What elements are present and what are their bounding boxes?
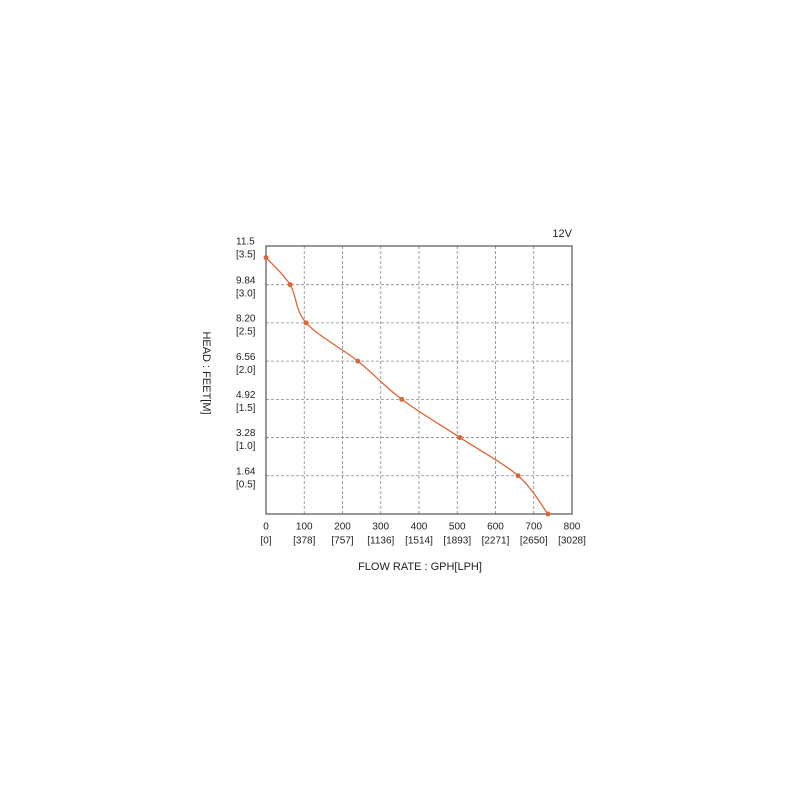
y-tick-label: 4.92 bbox=[236, 390, 256, 401]
point bbox=[457, 435, 463, 441]
y-tick-label: 11.5 bbox=[236, 237, 255, 248]
point bbox=[355, 358, 361, 364]
x-tick-label: 700 bbox=[525, 522, 542, 533]
x2-tick-label: [0] bbox=[260, 536, 271, 547]
y2-tick-label: [2.5] bbox=[236, 327, 256, 338]
y2-tick-label: [0.5] bbox=[236, 479, 256, 490]
y-tick-label: 3.28 bbox=[236, 428, 256, 439]
x2-tick-label: [3028] bbox=[558, 536, 586, 547]
x-tick-label: 800 bbox=[564, 522, 581, 533]
x-tick-label: 300 bbox=[372, 522, 389, 533]
curve bbox=[265, 257, 549, 515]
y2-tick-label: [2.0] bbox=[236, 365, 256, 376]
legend-label: 12V bbox=[552, 228, 572, 240]
y2-tick-label: [1.0] bbox=[236, 441, 256, 452]
y2-tick-label: [3.5] bbox=[236, 250, 256, 261]
y2-tick-label: [1.5] bbox=[236, 403, 256, 414]
x2-tick-label: [378] bbox=[293, 536, 315, 547]
y-tick-label: 6.56 bbox=[236, 352, 256, 363]
point bbox=[303, 320, 309, 326]
x-tick-label: 200 bbox=[334, 522, 351, 533]
point bbox=[515, 473, 521, 479]
y2-tick-label: [3.0] bbox=[236, 288, 256, 299]
point bbox=[263, 255, 269, 261]
y-tick-label: 8.20 bbox=[236, 314, 256, 325]
x2-tick-label: [757] bbox=[331, 536, 353, 547]
point bbox=[287, 282, 293, 288]
x2-tick-label: [2650] bbox=[520, 536, 548, 547]
x2-tick-label: [1514] bbox=[405, 536, 433, 547]
plot-frame bbox=[265, 245, 573, 515]
x-axis-title: FLOW RATE : GPH[LPH] bbox=[358, 561, 482, 573]
x-tick-label: 100 bbox=[296, 522, 313, 533]
x2-tick-label: [2271] bbox=[482, 536, 510, 547]
point bbox=[545, 511, 551, 517]
x-tick-label: 500 bbox=[449, 522, 466, 533]
x-tick-label: 600 bbox=[487, 522, 504, 533]
x2-tick-label: [1893] bbox=[443, 536, 471, 547]
y-axis-title: HEAD : FEET[M] bbox=[200, 331, 212, 414]
x-tick-label: 0 bbox=[263, 522, 269, 533]
y-tick-label: 9.84 bbox=[236, 275, 256, 286]
y-tick-label: 1.64 bbox=[236, 466, 256, 477]
x2-tick-label: [1136] bbox=[367, 536, 394, 547]
point bbox=[399, 396, 405, 402]
x-tick-label: 400 bbox=[411, 522, 428, 533]
